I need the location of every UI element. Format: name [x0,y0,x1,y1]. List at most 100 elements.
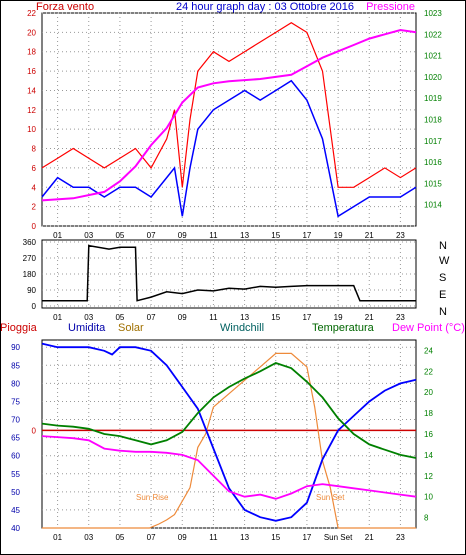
humidity-y-tick: 65 [11,434,20,443]
x-tick-label: 19 [334,313,343,322]
pressure-y-tick: 1017 [424,137,442,146]
pressure-legend-label: Pressione [366,1,415,13]
temperature-y-tick: 8 [424,514,429,523]
direction-plot-frame [41,239,417,309]
pressure-y-tick: 1022 [424,30,442,39]
compass-n-top: N [439,240,447,252]
temperature-line [41,362,417,459]
x-tick-label: 13 [240,533,249,542]
solar-line [42,352,416,529]
wind-y-tick: 20 [27,28,36,37]
temp-plot-frame [41,339,417,529]
x-tick-label: 07 [147,313,156,322]
direction-series [42,244,416,302]
direction-y-tick: 180 [23,270,37,279]
temperature-y-tick: 20 [424,388,433,397]
wind-y-tick: 10 [27,125,36,134]
x-tick-label: 05 [115,231,124,240]
wind-pressure-panel: 0 2 4 6 8 10 12 14 16 18 20 22 1014 1015 1016 1017 1018… [27,9,442,240]
x-tick-label: 07 [147,533,156,542]
pressure-y-tick: 1020 [424,73,442,82]
x-tick-label: 09 [178,313,187,322]
pressure-y-tick: 1019 [424,94,442,103]
x-tick-label: 03 [84,231,93,240]
humidity-y-tick: 55 [11,470,20,479]
humidity-legend-label: Umidita [68,322,106,334]
x-tick-label: 01 [53,313,62,322]
x-tick-label: 17 [302,533,311,542]
x-tick-label: 03 [84,313,93,322]
wind-speed-line [41,79,417,218]
x-tick-label: 15 [271,231,280,240]
wind-legend-label: Forza vento [36,1,94,13]
compass-n-bottom: N [439,306,447,318]
x-tick-label: 11 [209,231,218,240]
wind-y-tick: 12 [27,106,36,115]
x-tick-label: 23 [396,313,405,322]
temperature-legend-label: Temperatura [312,322,375,334]
temperature-y-tick: 14 [424,451,433,460]
humidity-y-tick: 45 [11,506,20,515]
pressure-y-tick: 1014 [424,201,442,210]
pressure-line [41,28,417,202]
rain-zero-label: 0 [32,426,37,435]
temperature-y-tick: 16 [424,430,433,439]
x-tick-label: 13 [240,231,249,240]
pressure-y-tick: 1015 [424,179,442,188]
pressure-y-tick: 1016 [424,158,442,167]
wind-y-tick: 6 [32,164,37,173]
humidity-y-axis: 40 45 50 55 60 65 70 75 80 85 90 0 [11,343,36,533]
humidity-y-tick: 50 [11,488,20,497]
x-tick-label: 01 [53,231,62,240]
x-tick-label: 05 [115,313,124,322]
dewpoint-line [41,435,417,500]
compass-e: E [439,289,446,301]
x-tick-label: 17 [302,313,311,322]
humidity-y-tick: 85 [11,361,20,370]
direction-x-axis: 01 03 05 07 09 11 13 15 17 19 21 23 [53,313,405,322]
x-tick-label: 17 [302,231,311,240]
wind-y-tick: 16 [27,67,36,76]
x-tick-label: 03 [84,533,93,542]
wind-x-axis: 01 03 05 07 09 11 13 15 17 19 21 23 [53,231,405,240]
temperature-y-tick: 18 [424,409,433,418]
dewpoint-legend-label: Dew Point (°C) [392,322,465,334]
wind-plot-frame [41,12,417,227]
pressure-y-tick: 1021 [424,52,442,61]
wind-direction-line [42,244,416,302]
wind-y-tick: 22 [27,9,36,18]
wind-series [41,21,417,218]
wind-direction-panel: 0 90 180 270 360 01 03 05 07 09 11 13 15 17 19 21 23 N … [23,238,450,322]
x-tick-label: 15 [271,533,280,542]
humidity-y-tick: 60 [11,452,20,461]
rain-legend-label: Pioggia [0,322,38,334]
pressure-y-tick: 1023 [424,9,442,18]
x-tick-label: 09 [178,231,187,240]
x-tick-label: 23 [396,231,405,240]
x-tick-label: 21 [365,313,374,322]
x-tick-label: 21 [365,533,374,542]
graph-title: 24 hour graph day : 03 Ottobre 2016 [176,1,354,13]
x-tick-label: 15 [271,313,280,322]
humidity-y-tick: 70 [11,416,20,425]
wind-y-tick: 14 [27,86,36,95]
x-tick-label: 11 [209,533,218,542]
direction-y-axis: 0 90 180 270 360 [23,238,37,311]
temperature-y-tick: 10 [424,493,433,502]
temperature-y-tick: 24 [424,346,433,355]
wind-y-tick: 18 [27,48,36,57]
compass-labels: N W S E N [439,240,450,318]
direction-y-tick: 90 [27,286,36,295]
temperature-y-axis: 8 10 12 14 16 18 20 22 24 [424,346,433,522]
x-tick-label: 21 [365,231,374,240]
wind-gust-line [41,21,417,188]
direction-y-tick: 270 [23,254,37,263]
humidity-line [41,342,417,522]
temp-series [41,342,417,529]
x-tick-label: 05 [115,533,124,542]
x-tick-label: 09 [178,533,187,542]
wind-y-axis: 0 2 4 6 8 10 12 14 16 18 20 22 [27,9,36,231]
wind-y-tick: 2 [32,203,37,212]
wind-y-tick: 4 [32,183,37,192]
